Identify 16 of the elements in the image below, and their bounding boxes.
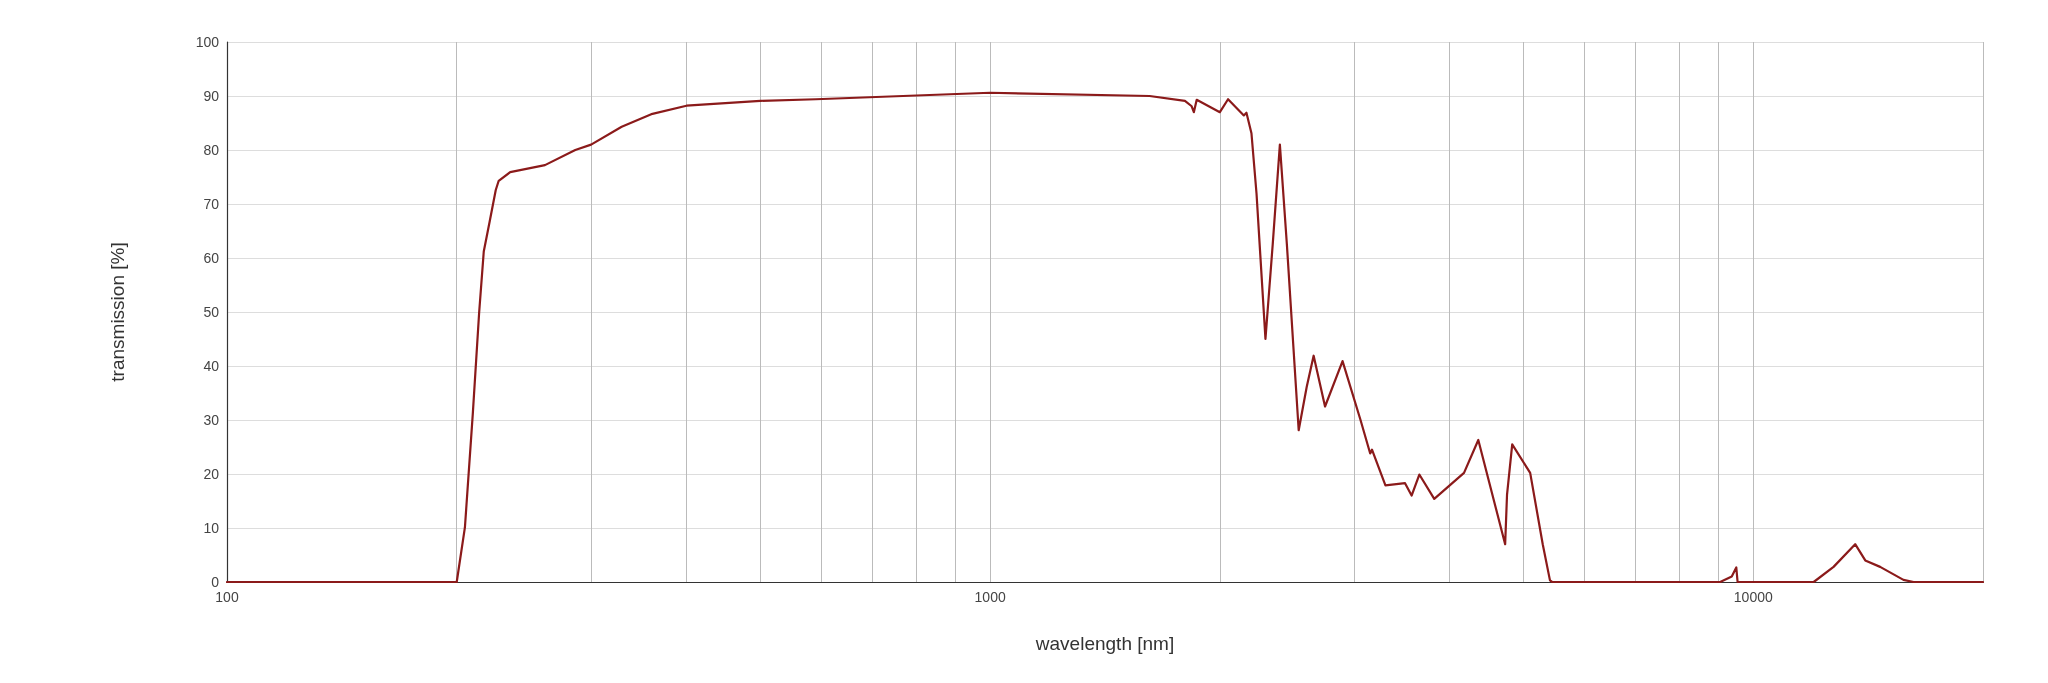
- y-tick-label: 30: [203, 412, 220, 428]
- x-tick-label: 1000: [974, 589, 1006, 605]
- y-tick-label: 20: [203, 466, 220, 482]
- x-tick-label: 100: [215, 589, 239, 605]
- y-tick-label: 0: [211, 574, 220, 590]
- y-axis-title: transmission [%]: [107, 242, 128, 382]
- x-tick-label: 10000: [1733, 589, 1773, 605]
- y-tick-label: 40: [203, 358, 220, 374]
- x-axis-title: wavelength [nm]: [1034, 633, 1175, 654]
- y-tick-label: 10: [203, 520, 220, 536]
- y-tick-label: 70: [203, 196, 220, 212]
- y-tick-label: 50: [203, 304, 220, 320]
- y-tick-label: 100: [195, 34, 220, 50]
- y-tick-label: 90: [203, 88, 220, 104]
- y-tick-label: 80: [203, 142, 220, 158]
- y-tick-label: 60: [203, 250, 220, 266]
